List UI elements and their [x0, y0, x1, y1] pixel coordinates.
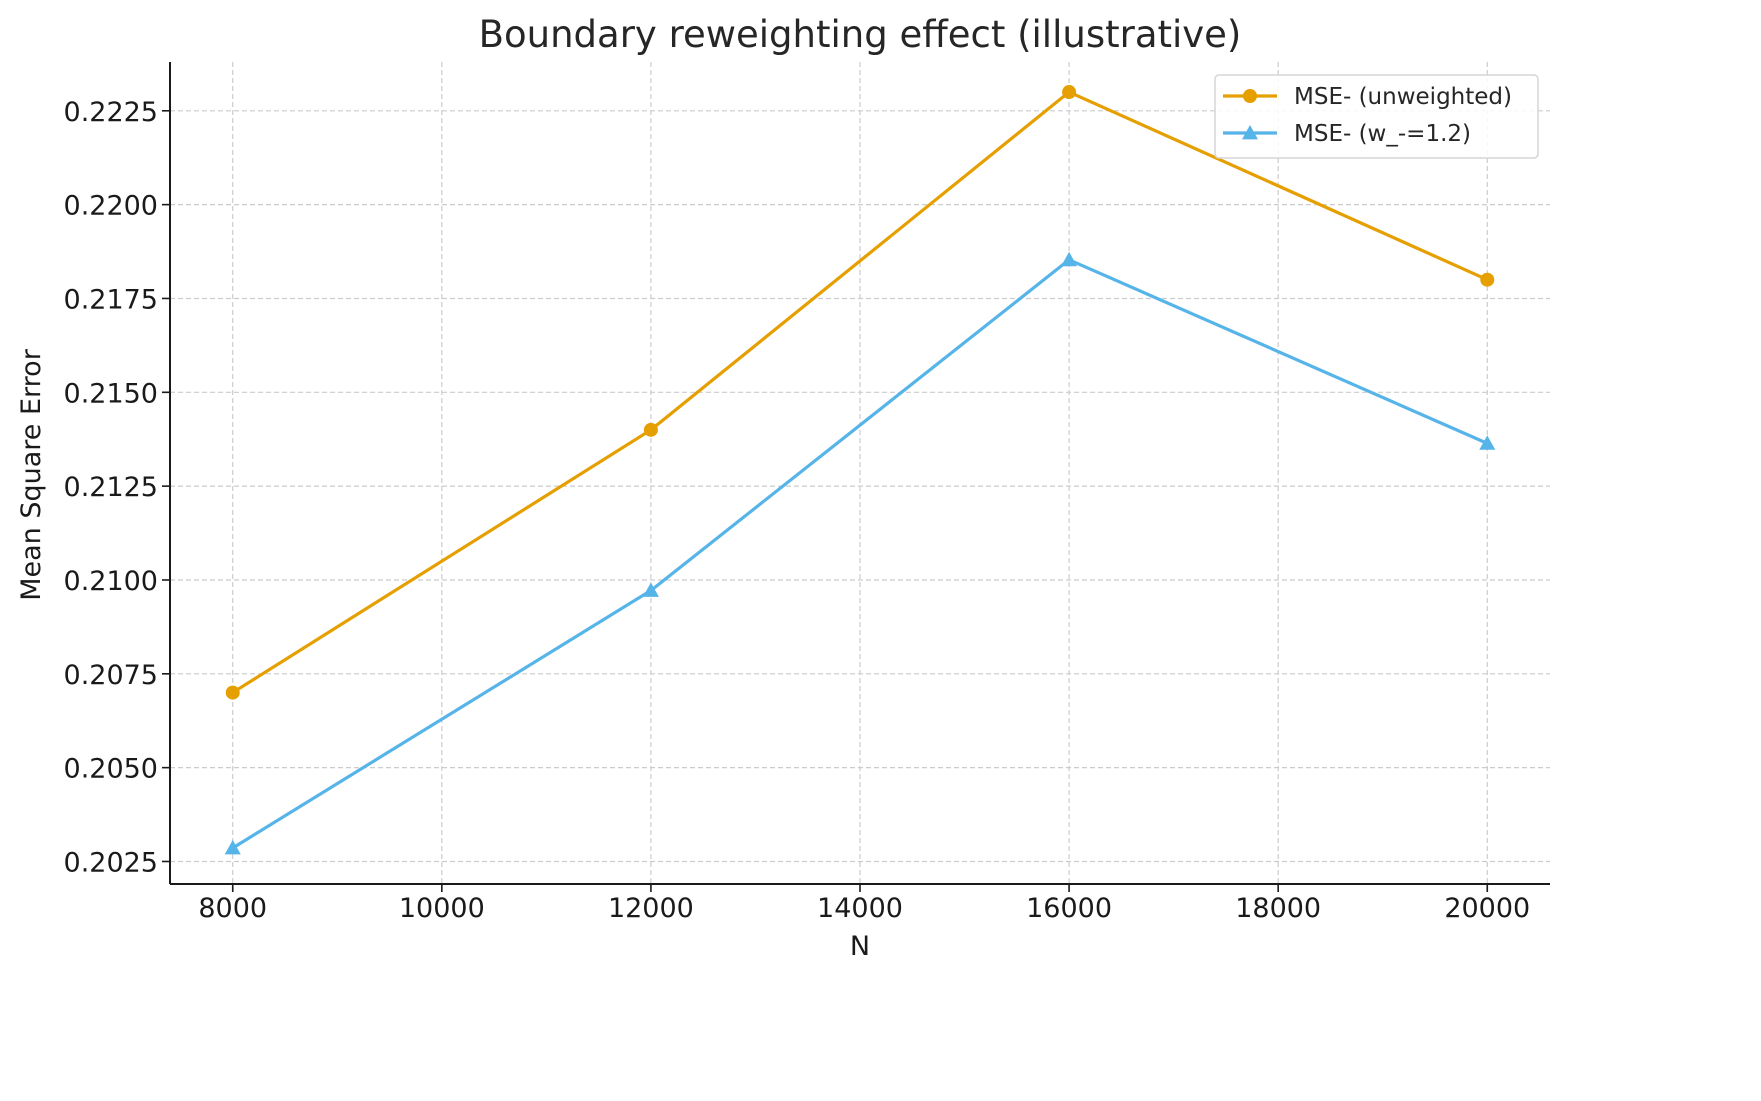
y-tick-label: 0.2100: [64, 566, 158, 597]
axes: 8000 10000 12000 14000 16000 18000 20000 0.2025…: [64, 62, 1550, 924]
legend-marker-1: [1243, 89, 1257, 103]
series-line-1: [231, 90, 1488, 694]
data-point-2: [1061, 251, 1078, 267]
x-tick-label: 14000: [817, 893, 903, 924]
grid-lines: [170, 62, 1550, 884]
data-point-1: [1062, 85, 1077, 100]
x-tick-label: 10000: [399, 893, 485, 924]
data-point-2: [1479, 435, 1496, 450]
x-axis-label: N: [850, 931, 870, 962]
x-tick-label: 12000: [608, 893, 694, 924]
y-tick-label: 0.2075: [64, 660, 158, 691]
y-tick-label: 0.2125: [64, 472, 158, 503]
y-tick-label: 0.2050: [64, 754, 158, 785]
y-tick-label: 0.2175: [64, 284, 158, 315]
y-axis-label: Mean Square Error: [16, 348, 47, 600]
legend-label-2: MSE- (w_-=1.2): [1294, 121, 1471, 147]
data-point-2: [642, 582, 659, 597]
y-tick-label: 0.2150: [64, 378, 158, 409]
data-point-1: [643, 422, 658, 437]
data-point-1: [225, 685, 240, 700]
x-tick-label: 20000: [1444, 893, 1530, 924]
data-point-2: [224, 839, 241, 855]
line-chart: 8000 10000 12000 14000 16000 18000 20000 0.2025…: [16, 13, 1550, 962]
data-point-1: [1480, 272, 1495, 287]
legend: MSE- (unweighted) MSE- (w_-=1.2): [1214, 74, 1539, 159]
x-tick-label: 18000: [1235, 893, 1321, 924]
legend-marker-2: [1242, 125, 1258, 140]
x-tick-label: 8000: [198, 893, 267, 924]
data-series: [224, 85, 1496, 855]
legend-label-1: MSE- (unweighted): [1294, 84, 1512, 110]
y-tick-label: 0.2225: [64, 97, 158, 128]
legend-box: [1214, 74, 1539, 159]
series-line-2: [231, 258, 1488, 850]
y-tick-label: 0.2200: [64, 191, 158, 222]
x-tick-label: 16000: [1026, 893, 1112, 924]
chart-title: Boundary reweighting effect (illustrativ…: [479, 13, 1242, 56]
y-tick-label: 0.2025: [64, 847, 158, 878]
